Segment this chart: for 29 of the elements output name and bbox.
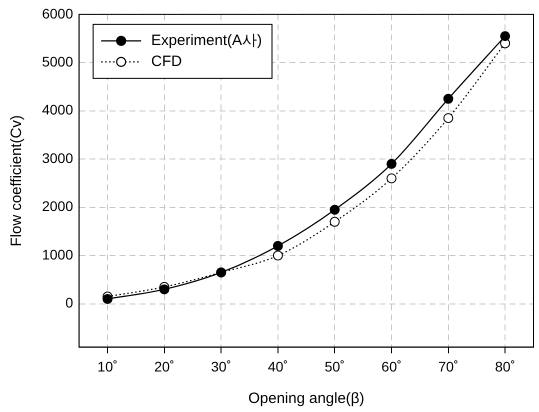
x-tick-label: 30˚: [211, 358, 232, 374]
point: [159, 284, 170, 294]
point: [272, 250, 283, 261]
x-tick-label: 40˚: [268, 358, 288, 374]
x-axis-title: Opening angle(β): [248, 390, 364, 408]
x-tick-label: 70˚: [438, 358, 458, 374]
point: [386, 173, 397, 184]
point: [330, 216, 340, 227]
point: [386, 158, 397, 169]
x-tick-label: 60˚: [381, 358, 402, 374]
point: [443, 113, 454, 124]
legend-label: CFD: [151, 53, 182, 70]
x-tick-label: 10˚: [97, 358, 118, 374]
y-tick-label: 5000: [42, 53, 74, 70]
legend-label: Experiment(A사): [151, 32, 262, 50]
y-tick-label: 1000: [42, 246, 74, 262]
y-tick-label: 0: [65, 294, 74, 311]
y-tick-label: 3000: [42, 150, 74, 166]
point: [330, 204, 340, 215]
y-tick-label: 6000: [42, 5, 74, 22]
y-axis-title: Flow coefficient(Cv): [8, 115, 26, 247]
x-tick-label: 80˚: [494, 358, 516, 374]
point: [272, 240, 283, 251]
point: [443, 94, 454, 104]
point: [500, 31, 510, 42]
x-tick-label: 50˚: [324, 358, 345, 374]
y-tick-label: 4000: [42, 102, 74, 118]
y-tick-label: 2000: [42, 198, 74, 214]
x-tick-label: 20˚: [154, 358, 174, 374]
